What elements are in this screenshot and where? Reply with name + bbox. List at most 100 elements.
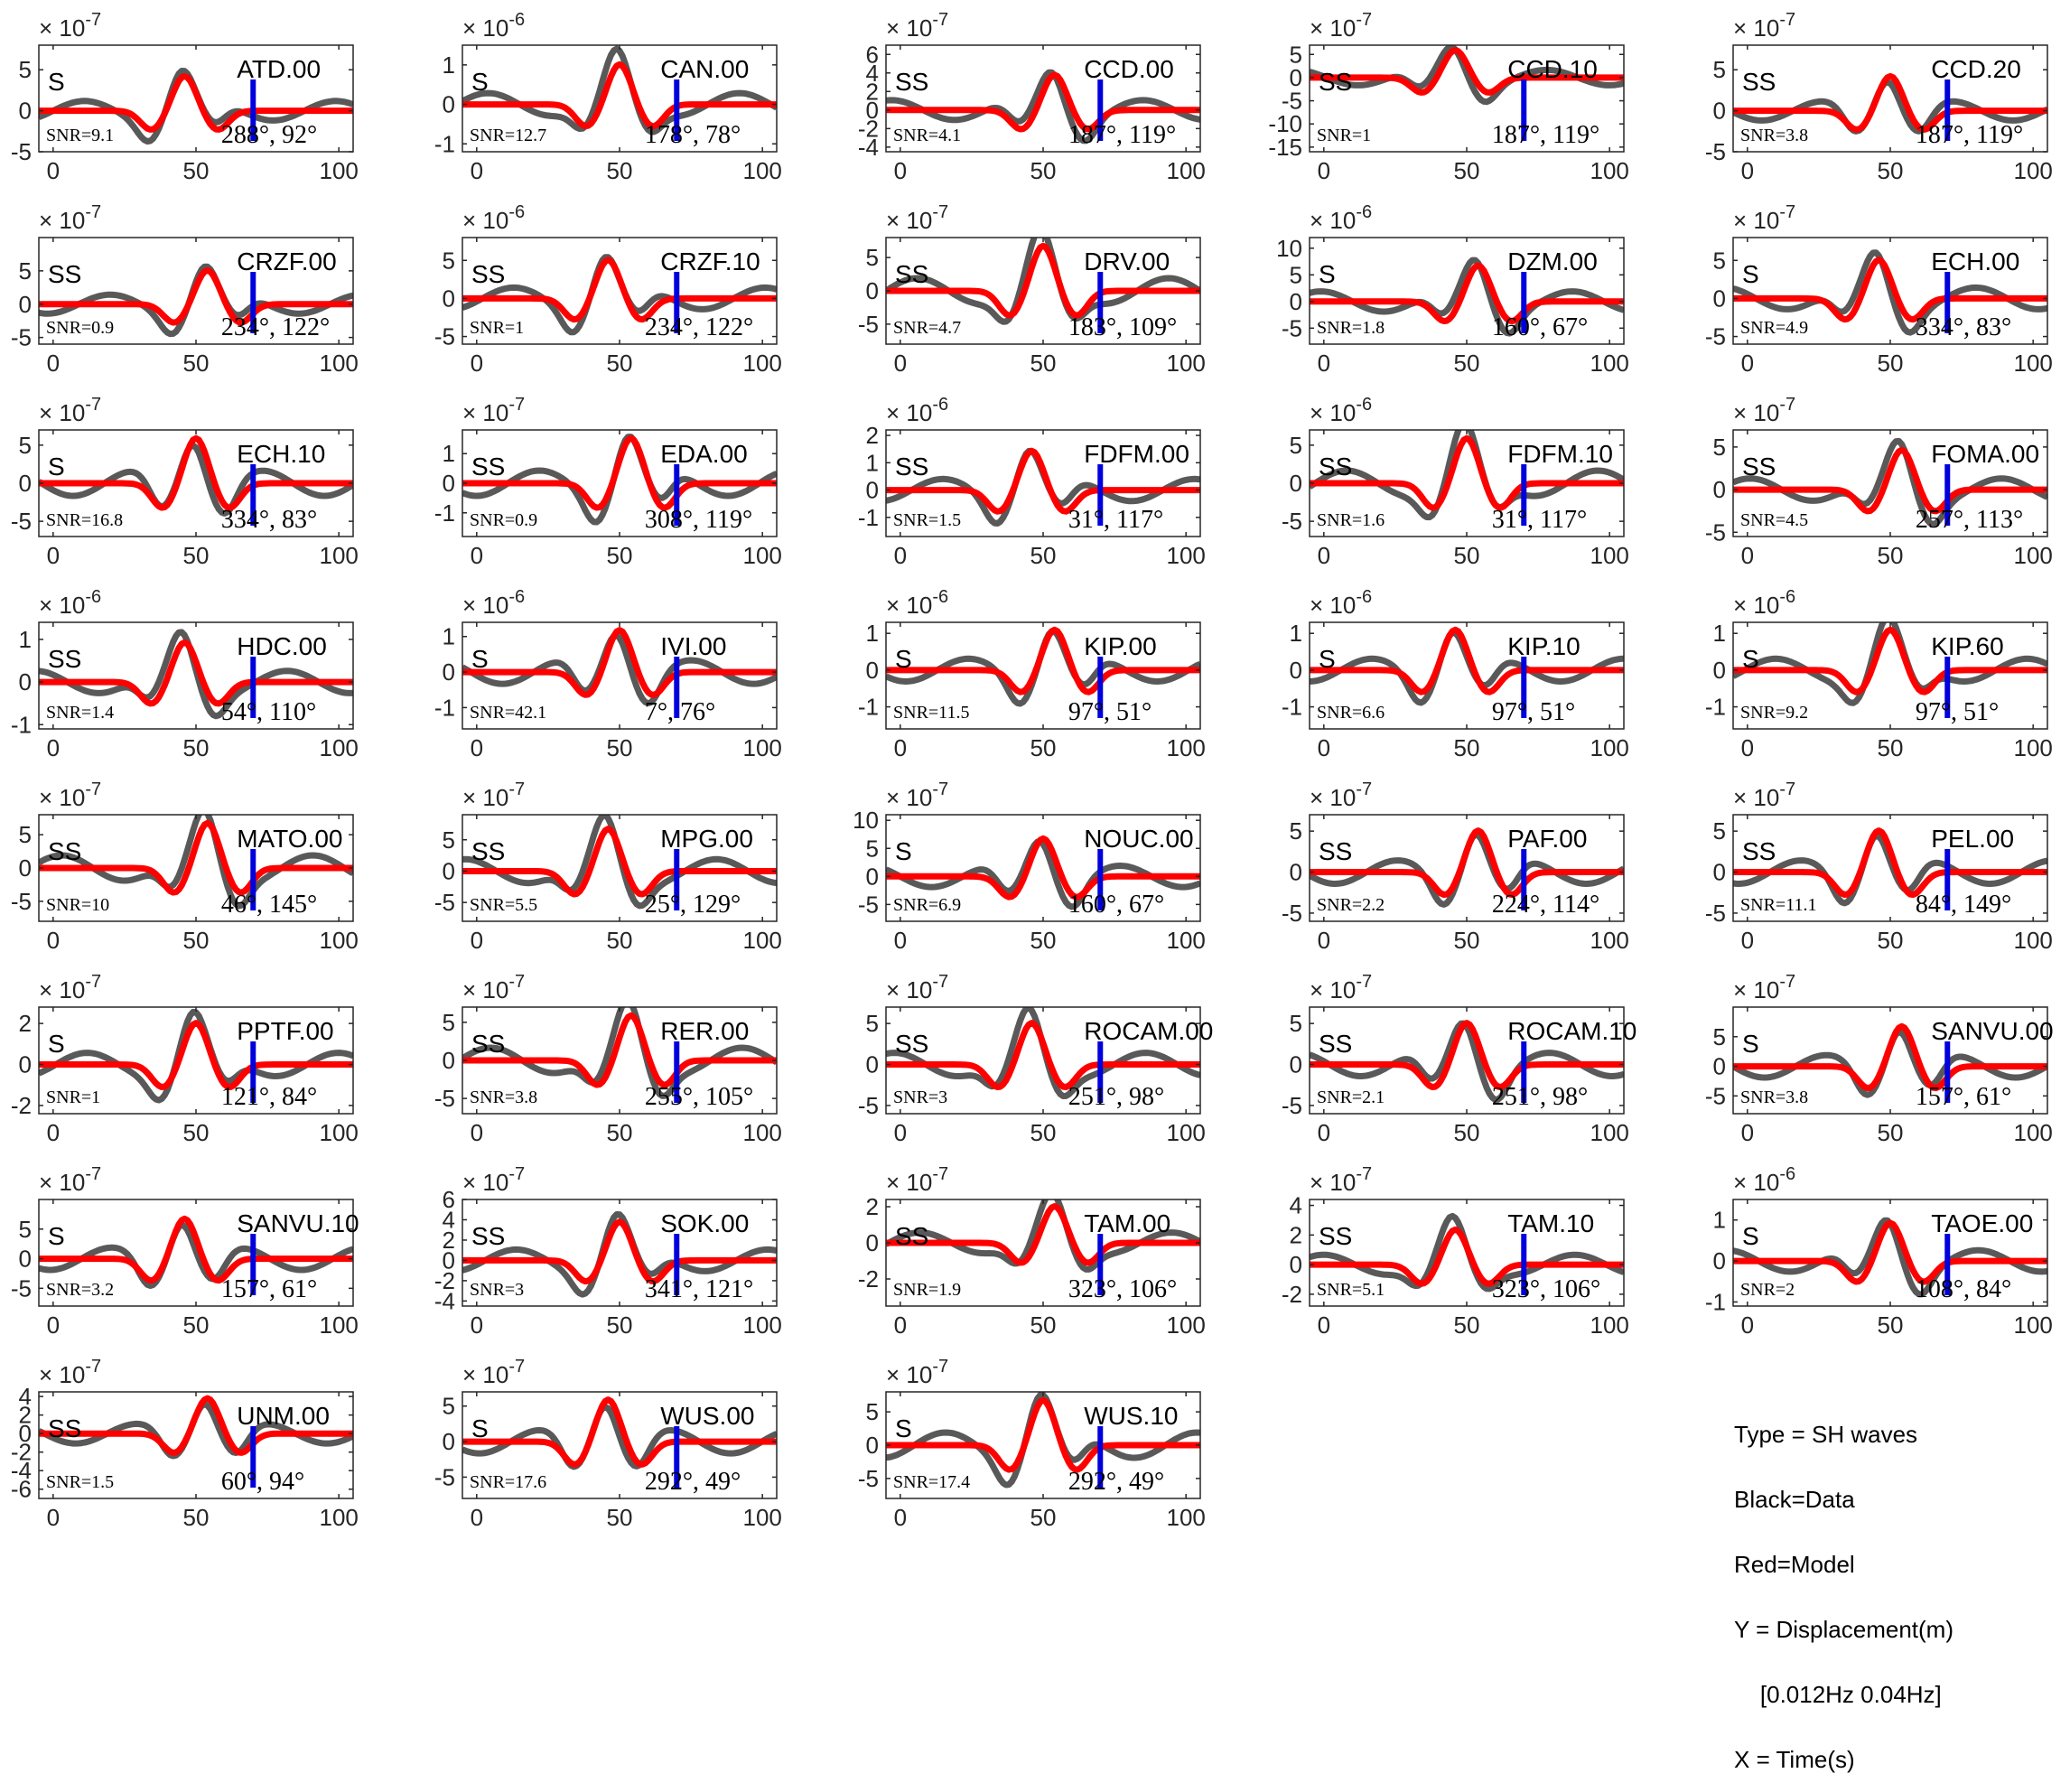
y-tick-label: 0 [1290,288,1302,315]
y-tick-label: 0 [866,97,879,124]
data-trace [39,442,353,517]
model-trace [1310,1226,1624,1287]
angle-label: 323°, 106° [1068,1275,1177,1303]
y-tick-label: 0 [1713,657,1726,684]
snr-label: SNR=9.2 [1740,703,1808,723]
x-tick-label: 50 [1454,1311,1480,1339]
phase-label: S [471,1414,489,1442]
y-exponent-power: -7 [85,202,101,222]
x-tick-label: 100 [1590,734,1628,761]
y-exponent-power: -7 [932,779,948,799]
x-tick-label: 50 [1454,734,1480,761]
station-title: SANVU.00 [1931,1017,2053,1045]
angle-label: 160°, 67° [1492,313,1588,341]
angle-label: 84°, 149° [1916,891,2011,919]
y-tick-label: -1 [858,694,879,721]
y-tick-label: 5 [1713,247,1726,274]
y-exponent-power: -7 [85,1357,101,1377]
model-trace [1310,434,1624,511]
angle-label: 31°, 117° [1068,506,1163,534]
y-tick-label: 1 [1713,1207,1726,1234]
y-tick-label: 0 [1290,1251,1302,1278]
angle-label: 288°, 92° [221,121,317,149]
x-tick-label: 100 [1166,542,1205,569]
data-trace [886,69,1200,145]
y-exponent-power: -7 [1779,972,1795,992]
y-tick-label: 1 [443,623,455,650]
x-tick-label: 50 [1878,1311,1904,1339]
y-exponent-label: × 10-6 [462,587,525,619]
panel-fdfm-10: 0 50 100 -5 0 5 × 10-6 FDFM.10 SS SNR=1.6 31°, 117… [1282,395,1629,569]
y-tick-label: -5 [11,324,32,351]
angle-label: 121°, 84° [221,1083,317,1111]
y-tick-label: 5 [1290,1010,1302,1037]
x-tick-label: 50 [183,1311,210,1339]
y-tick-label: 5 [19,821,32,848]
station-title: IVI.00 [660,632,726,660]
y-exponent-power: -7 [1779,202,1795,222]
model-trace [1733,446,2047,515]
x-tick-label: 0 [1741,350,1754,377]
snr-label: SNR=1.5 [46,1472,114,1492]
y-tick-label: 5 [866,835,879,862]
phase-label: SS [471,1222,505,1250]
y-exponent-power: -7 [1356,10,1372,30]
x-tick-label: 100 [742,157,781,184]
model-trace [462,257,777,323]
y-tick-label: -5 [434,1085,455,1112]
phase-label: SS [48,1414,81,1442]
x-tick-label: 50 [607,1504,633,1531]
station-title: TAM.10 [1507,1209,1594,1237]
x-tick-label: 0 [47,927,60,954]
y-tick-label: 5 [1713,56,1726,83]
x-tick-label: 50 [1878,734,1904,761]
data-trace [1733,832,2047,907]
snr-label: SNR=3.8 [1740,126,1808,145]
snr-label: SNR=0.9 [46,318,114,338]
y-tick-label: 0 [443,1246,455,1274]
y-exponent-label: × 10-7 [1733,202,1795,234]
angle-label: 257°, 113° [1916,506,2023,534]
station-title: RER.00 [660,1017,749,1045]
y-tick-label: 0 [866,657,879,684]
x-tick-label: 0 [47,1119,60,1146]
y-exponent-label: × 10-7 [462,1164,525,1196]
y-tick-label: 1 [19,626,32,653]
snr-label: SNR=6.6 [1317,703,1385,723]
phase-label: SS [1319,1030,1352,1058]
y-exponent-power: -7 [508,395,525,415]
station-title: CCD.10 [1507,55,1598,83]
y-tick-label: 5 [1290,432,1302,459]
angle-label: 187°, 119° [1492,121,1599,149]
y-exponent-label: × 10-7 [1310,10,1372,42]
y-tick-label: -5 [11,508,32,535]
phase-label: S [48,453,65,481]
y-tick-label: 0 [19,1051,32,1078]
panel-ech-10: 0 50 100 -5 0 5 × 10-7 ECH.10 S SNR=16.8 334°, 83° [11,395,359,569]
x-tick-label: 100 [2013,542,2052,569]
phase-label: SS [895,1222,928,1250]
y-tick-label: -1 [434,499,455,527]
y-exponent-label: × 10-7 [1733,779,1795,811]
y-tick-label: -1 [1705,1288,1726,1315]
y-tick-label: 5 [443,826,455,854]
y-tick-label: 0 [866,277,879,304]
x-tick-label: 0 [894,927,907,954]
x-tick-label: 100 [1166,157,1205,184]
model-trace [39,72,353,133]
angle-label: 54°, 110° [221,698,316,726]
snr-label: SNR=4.1 [893,126,961,145]
phase-label: SS [1742,453,1776,481]
panel-drv-00: 0 50 100 -5 0 5 × 10-7 DRV.00 SS SNR=4.7 183°, 109… [858,202,1206,377]
panel-wus-10: 0 50 100 -5 0 5 × 10-7 WUS.10 S SNR=17.4 292°, 49° [858,1357,1206,1531]
x-tick-label: 50 [607,542,633,569]
angle-label: 31°, 117° [1492,506,1587,534]
station-title: KIP.10 [1507,632,1580,660]
station-title: WUS.10 [1084,1402,1178,1430]
y-tick-label: -5 [858,1092,879,1119]
x-tick-label: 100 [319,927,358,954]
snr-label: SNR=5.5 [470,895,537,915]
y-exponent-label: × 10-7 [1310,1164,1372,1196]
